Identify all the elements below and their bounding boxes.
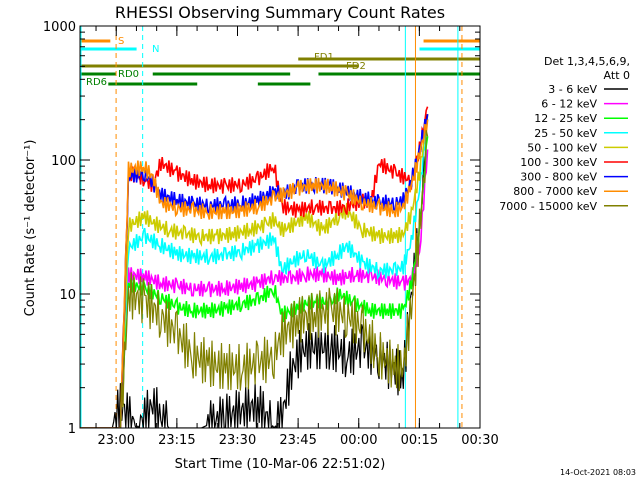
- footer-timestamp: 14-Oct-2021 08:03: [560, 468, 636, 477]
- flag-label-s: S: [118, 36, 124, 47]
- legend-label: 100 - 300 keV: [520, 156, 597, 169]
- flag-label-fd1: FD1: [314, 52, 334, 63]
- x-tick-label: 00:30: [461, 433, 498, 448]
- y-tick-label: 100: [51, 154, 76, 169]
- legend-header: Att 0: [604, 69, 630, 82]
- series-line-4: [80, 119, 429, 428]
- legend-label: 12 - 25 keV: [534, 112, 597, 125]
- x-tick-label: 00:15: [401, 433, 438, 448]
- legend: Det 1,3,4,5,6,9,Att 0 3 - 6 keV 6 - 12 keV…: [499, 55, 630, 213]
- y-tick-label: 1: [68, 422, 76, 437]
- x-tick-label: 00:00: [340, 433, 377, 448]
- series-line-8: [80, 119, 429, 428]
- axes: 1 10 100 1000 23:00 23:15 23:30 23:45 00:00 00:15…: [43, 20, 499, 448]
- series-line-9: [80, 130, 429, 428]
- series-line-3: [80, 136, 429, 428]
- flag-label-rd6: RD6: [86, 77, 107, 88]
- legend-label: 3 - 6 keV: [548, 83, 597, 96]
- legend-label: 800 - 7000 keV: [513, 185, 597, 198]
- y-tick-label: 1000: [43, 20, 76, 35]
- flag-label-fd2: FD2: [346, 61, 366, 72]
- x-axis-label: Start Time (10-Mar-06 22:51:02): [175, 457, 386, 472]
- chart-title: RHESSI Observing Summary Count Rates: [115, 3, 445, 22]
- flag-label-rd0: RD0: [118, 69, 139, 80]
- plot-frame: [79, 25, 481, 429]
- x-tick-label: 23:30: [219, 433, 256, 448]
- legend-label: 6 - 12 keV: [541, 98, 597, 111]
- legend-label: 7000 - 15000 keV: [499, 200, 597, 213]
- flag-label-n: N: [152, 44, 159, 55]
- x-tick-label: 23:15: [158, 433, 195, 448]
- y-tick-label: 10: [59, 288, 76, 303]
- legend-label: 300 - 800 keV: [520, 171, 597, 184]
- x-tick-label: 23:00: [98, 433, 135, 448]
- series-line-2: [80, 149, 429, 428]
- series-line-5: [80, 114, 429, 428]
- y-axis-label: Count Rate (s⁻¹ detector⁻¹): [23, 140, 38, 317]
- legend-label: 25 - 50 keV: [534, 127, 597, 140]
- plot-area: S N FD1 FD2 RD0 RD6: [80, 26, 481, 428]
- legend-header: Det 1,3,4,5,6,9,: [544, 55, 630, 68]
- x-tick-label: 23:45: [279, 433, 316, 448]
- legend-label: 50 - 100 keV: [527, 141, 597, 154]
